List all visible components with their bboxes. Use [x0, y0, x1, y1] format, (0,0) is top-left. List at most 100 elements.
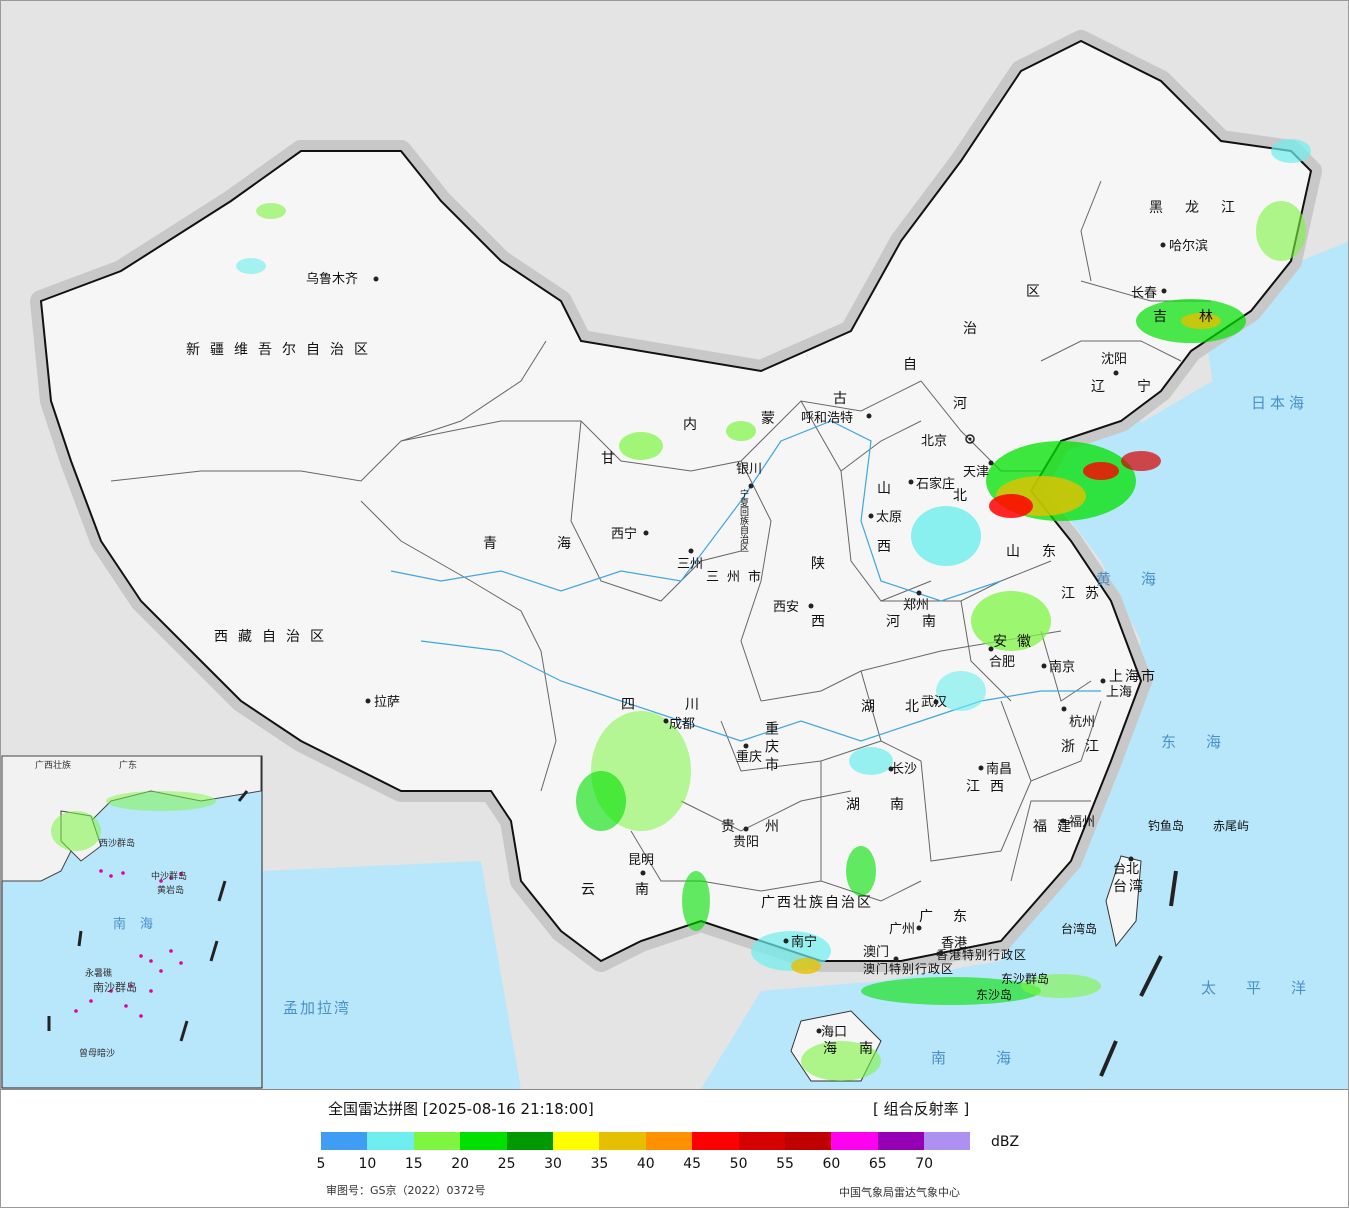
city-zhengzhou: 郑州: [903, 598, 929, 613]
city-kunming: 昆明: [628, 853, 654, 868]
label-guangdong: 广东: [919, 909, 987, 925]
city-beijing: 北京: [921, 434, 947, 449]
label-shanghai: 上海市: [1109, 668, 1157, 685]
sea-pacific: 太平洋: [1201, 979, 1336, 997]
agency-name: 中国气象局雷达气象中心: [839, 1186, 960, 1199]
label-xinjiang: 新疆维吾尔自治区: [186, 342, 378, 358]
scale-tick-35: 35: [590, 1156, 609, 1172]
label-shaanxi-2: 西: [811, 614, 835, 630]
label-macau: 澳门特别行政区: [863, 961, 954, 976]
sea-bengal: 孟加拉湾: [283, 999, 351, 1017]
scale-tick-15: 15: [404, 1156, 423, 1172]
color-scale: [321, 1132, 971, 1150]
color-swatch-7: [645, 1132, 693, 1150]
scale-tick-55: 55: [776, 1156, 794, 1172]
rivers: [390, 420, 1101, 742]
color-swatch-10: [784, 1132, 832, 1150]
city-haikou: 海口: [821, 1025, 847, 1040]
city-guangzhou: 广州: [889, 922, 915, 937]
city-tianjin: 天津: [963, 465, 989, 480]
inset-yongshu: 永暑礁: [85, 967, 112, 979]
inset-zengmu: 曾母暗沙: [79, 1047, 115, 1059]
city-shenyang: 沈阳: [1101, 352, 1127, 367]
label-shanxi-2: 西: [877, 539, 901, 555]
city-chongqing: 重庆: [736, 749, 762, 765]
color-swatch-12: [877, 1132, 925, 1150]
color-swatch-3: [460, 1132, 507, 1150]
inset-xisha: 西沙群岛: [99, 837, 135, 849]
color-swatch-4: [506, 1132, 553, 1150]
city-shijiazhuang: 石家庄: [916, 476, 955, 492]
review-number: 审图号：GS京（2022）0372号: [326, 1184, 486, 1197]
inset-zhongsha: 中沙群岛: [151, 870, 187, 882]
color-swatch-11: [831, 1132, 878, 1150]
label-taiwan: 台湾: [1113, 878, 1145, 895]
scale-tick-20: 20: [451, 1156, 470, 1172]
city-hongkong: 香港: [941, 936, 967, 951]
scale-tick-30: 30: [544, 1156, 562, 1172]
product-name: [ 组合反射率 ]: [873, 1100, 970, 1118]
city-xian: 西安: [773, 600, 799, 615]
city-changchun: 长春: [1131, 286, 1157, 301]
unit-label: dBZ: [991, 1134, 1020, 1150]
inset-south-sea: 南海: [113, 916, 167, 932]
radar-echoes: [236, 139, 1311, 1081]
city-yinchuan: 银川: [736, 462, 762, 477]
label-neimenggu-4: 自: [903, 357, 927, 373]
city-nanchang: 南昌: [986, 761, 1012, 777]
label-guizhou: 贵州: [721, 819, 809, 835]
label-hubei: 湖北: [861, 699, 949, 715]
label-neimenggu-2: 蒙: [761, 411, 785, 427]
color-swatch-8: [692, 1132, 739, 1150]
city-harbin: 哈尔滨: [1169, 238, 1208, 254]
label-shaanxi-1: 陕: [811, 556, 835, 572]
city-lanzhou: 三州: [677, 557, 703, 572]
label-hongkong: 香港特别行政区: [936, 947, 1027, 962]
scale-tick-5: 5: [316, 1156, 326, 1172]
city-chengdu: 成都: [669, 717, 695, 732]
island-chiwei: 赤尾屿: [1213, 819, 1249, 833]
city-nanning: 南宁: [791, 934, 817, 950]
color-swatch-0: [321, 1132, 368, 1150]
city-taibei: 台北: [1113, 862, 1139, 877]
city-shanghai: 上海: [1106, 685, 1132, 700]
province-labels: 新疆维吾尔自治区 西藏自治区 青海 甘 内 蒙 古 自 治 区 黑龙江 吉林 辽…: [186, 200, 1235, 1057]
sea-labels: 黄海 东海 南海 日本海 太平洋 孟加拉湾 钓鱼岛 赤尾屿 东沙群岛 东沙岛 台…: [283, 394, 1336, 1067]
label-neimenggu-6: 区: [1026, 284, 1050, 300]
label-zhejiang: 浙江: [1061, 739, 1109, 755]
city-guiyang: 贵阳: [733, 835, 759, 850]
color-swatch-6: [599, 1132, 646, 1150]
label-jiangxi: 江西: [966, 779, 1014, 795]
color-swatch-9: [738, 1132, 785, 1150]
legend-footer: 全国雷达拼图 [2025-08-16 21:18:00] [ 组合反射率 ] 5…: [1, 1089, 1348, 1207]
city-hefei: 合肥: [989, 655, 1015, 670]
label-jiangsu: 江苏: [1061, 586, 1109, 602]
sea-east: 东海: [1161, 733, 1251, 751]
scale-tick-25: 25: [497, 1156, 516, 1172]
inset-nansha: 南沙群岛: [93, 980, 137, 994]
city-lhasa: 拉萨: [374, 695, 400, 710]
label-hebei-2: 北: [953, 488, 977, 504]
scale-tick-10: 10: [358, 1156, 377, 1172]
label-shandong: 山东: [1006, 544, 1078, 560]
label-anhui: 安徽: [993, 634, 1041, 650]
south-sea-inset: 广东 广西壮族 西沙群岛 中沙群岛 黄岩岛 南海 永暑礁 南沙群岛 曾母暗沙: [1, 755, 263, 1089]
label-hunan: 湖南: [846, 797, 934, 813]
inset-guangdong: 广东: [119, 759, 137, 771]
scale-tick-60: 60: [822, 1156, 841, 1172]
label-sanzhou: 三州市: [706, 569, 769, 585]
inset-guangxi: 广西壮族: [35, 759, 71, 771]
sea-japan: 日本海: [1251, 394, 1308, 412]
scale-tick-70: 70: [915, 1156, 934, 1172]
island-dongsha: 东沙群岛: [1001, 971, 1049, 986]
island-diaoyu: 钓鱼岛: [1148, 818, 1184, 833]
label-neimenggu-1: 内: [683, 417, 707, 433]
label-hainan: 海南: [823, 1041, 895, 1057]
scale-tick-50: 50: [729, 1156, 748, 1172]
scale-tick-40: 40: [636, 1156, 655, 1172]
label-gansu: 甘: [601, 451, 625, 467]
scale-tick-65: 65: [868, 1156, 887, 1172]
color-swatch-13: [924, 1132, 971, 1150]
taiwan-island: [1105, 855, 1142, 948]
